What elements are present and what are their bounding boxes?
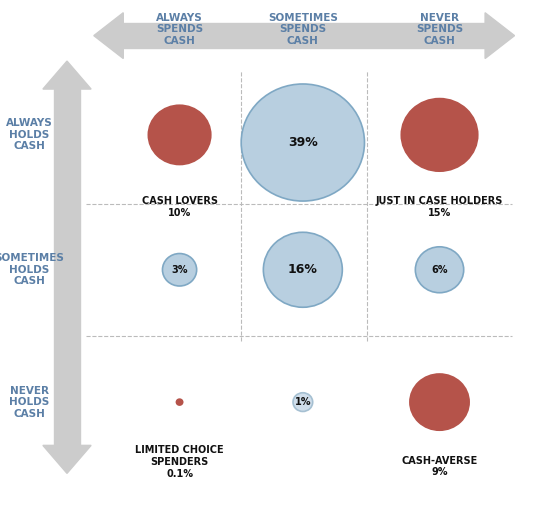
Text: ALWAYS
HOLDS
CASH: ALWAYS HOLDS CASH: [6, 118, 53, 152]
Circle shape: [263, 232, 343, 307]
Circle shape: [401, 99, 478, 171]
Text: 3%: 3%: [172, 265, 188, 275]
Polygon shape: [54, 89, 80, 445]
Polygon shape: [43, 61, 91, 89]
Text: 16%: 16%: [288, 263, 318, 276]
Text: SOMETIMES
HOLDS
CASH: SOMETIMES HOLDS CASH: [0, 253, 64, 287]
Text: ALWAYS
SPENDS
CASH: ALWAYS SPENDS CASH: [156, 13, 203, 46]
Text: 1%: 1%: [295, 397, 311, 407]
Circle shape: [410, 374, 469, 430]
Circle shape: [162, 253, 197, 286]
Text: CASH-AVERSE
9%: CASH-AVERSE 9%: [401, 456, 478, 477]
Circle shape: [176, 399, 183, 405]
Polygon shape: [123, 23, 485, 48]
Circle shape: [293, 393, 312, 411]
Text: 39%: 39%: [288, 136, 318, 149]
Text: JUST IN CASE HOLDERS
15%: JUST IN CASE HOLDERS 15%: [376, 196, 503, 217]
Polygon shape: [485, 13, 515, 59]
Polygon shape: [43, 445, 91, 473]
Circle shape: [415, 247, 464, 293]
Text: NEVER
SPENDS
CASH: NEVER SPENDS CASH: [416, 13, 463, 46]
Text: CASH LOVERS
10%: CASH LOVERS 10%: [142, 196, 218, 217]
Text: NEVER
HOLDS
CASH: NEVER HOLDS CASH: [9, 385, 50, 419]
Circle shape: [148, 105, 211, 164]
Circle shape: [241, 84, 364, 201]
Text: LIMITED CHOICE
SPENDERS
0.1%: LIMITED CHOICE SPENDERS 0.1%: [135, 445, 224, 478]
Polygon shape: [94, 13, 123, 59]
Text: SOMETIMES
SPENDS
CASH: SOMETIMES SPENDS CASH: [268, 13, 338, 46]
Text: 6%: 6%: [431, 265, 448, 275]
